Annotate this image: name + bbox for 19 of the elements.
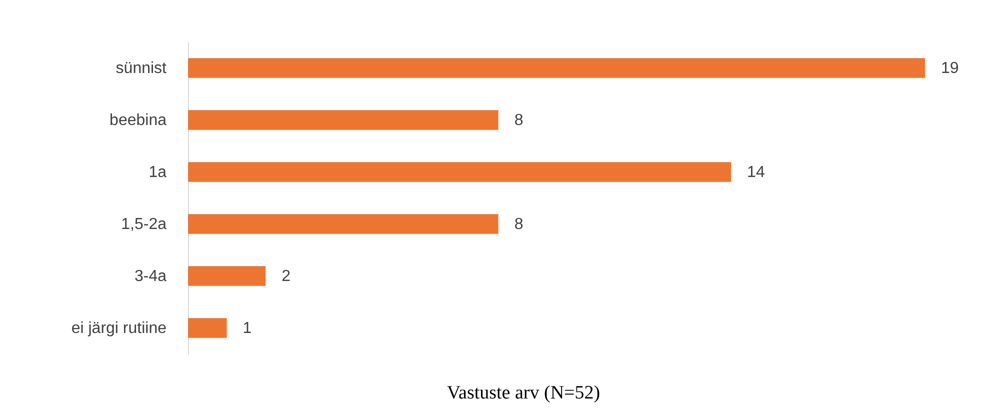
bar	[188, 110, 498, 130]
data-label: 14	[747, 164, 765, 181]
bar	[188, 318, 227, 338]
data-label: 2	[282, 268, 291, 285]
y-tick-label: 3-4a	[134, 268, 167, 285]
bar	[188, 162, 732, 182]
data-label: 8	[514, 216, 524, 233]
x-axis-title: Vastuste arv (N=52)	[446, 382, 600, 404]
y-tick-label: beebina	[110, 112, 167, 129]
data-label: 1	[242, 320, 252, 337]
data-label: 19	[941, 60, 959, 77]
y-tick-label: 1a	[148, 164, 167, 181]
bar	[188, 214, 498, 234]
data-label: 8	[514, 112, 524, 129]
y-tick-label: 1,5-2a	[121, 216, 167, 233]
bar	[188, 58, 925, 78]
y-tick-label: ei järgi rutiine	[71, 320, 167, 337]
bar	[188, 266, 266, 286]
y-tick-label: sünnist	[116, 60, 168, 77]
